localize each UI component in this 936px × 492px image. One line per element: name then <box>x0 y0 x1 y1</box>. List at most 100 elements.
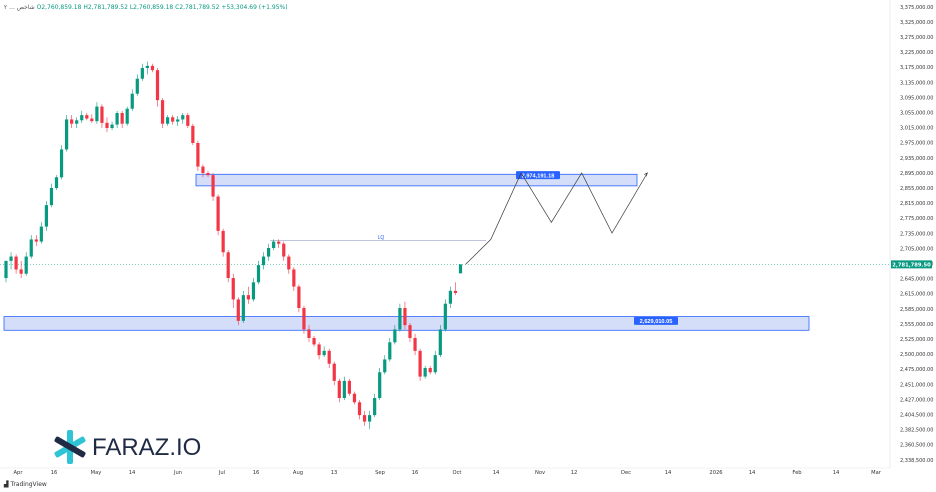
annotation-lines-layer: LQ <box>0 172 890 265</box>
candle-body <box>322 350 326 356</box>
price-tick-label: 2,475,000.00 <box>900 367 933 373</box>
time-tick-label: 14 <box>833 470 840 476</box>
time-tick-label: Feb <box>792 470 802 476</box>
candle-body <box>59 149 64 178</box>
candle-body <box>155 70 160 101</box>
price-tick-label: 3,135,000.00 <box>900 80 933 86</box>
time-tick-label: 2026 <box>709 470 722 476</box>
candle-body <box>241 295 245 321</box>
time-tick-label: May <box>91 470 102 476</box>
candle-body <box>115 113 119 125</box>
candle-body <box>171 117 175 122</box>
candles-layer <box>4 61 463 429</box>
time-tick-label: 14 <box>129 470 136 476</box>
candle-body <box>110 124 114 128</box>
candle-body <box>373 398 377 416</box>
time-tick-label: Dec <box>621 470 631 476</box>
price-tick-label: 2,705,000.00 <box>900 246 933 252</box>
asterisk-logo-icon <box>54 430 86 464</box>
candle-body <box>166 117 170 124</box>
price-axis: 3,375,000.00 3,325,000.00 3,275,000.00 3,22… <box>889 0 933 468</box>
price-tick-label: 2,585,000.00 <box>900 307 933 313</box>
candle-body <box>302 308 306 330</box>
candle-body <box>125 108 129 124</box>
time-tick-label: 14 <box>665 470 672 476</box>
price-tick-label: 2,935,000.00 <box>900 156 933 162</box>
candle-body <box>362 415 367 422</box>
candle-body <box>49 188 54 206</box>
time-tick-label: Oct <box>453 470 462 476</box>
tradingview-label: TradingView <box>10 481 47 488</box>
candle-body <box>34 239 38 242</box>
time-tick-label: Sep <box>375 470 385 476</box>
price-tick-label: 2,500,000.00 <box>900 352 933 358</box>
candle-body <box>327 350 331 364</box>
candle-body <box>65 119 69 150</box>
candle-body <box>287 256 291 270</box>
price-tick-label: 3,375,000.00 <box>900 5 933 11</box>
candle-body <box>211 175 215 197</box>
candle-body <box>201 166 205 173</box>
time-tick-label: 14 <box>493 470 500 476</box>
candle-body <box>453 290 458 293</box>
candle-body <box>196 143 200 167</box>
candle-body <box>150 65 155 71</box>
candle-body <box>378 372 382 398</box>
price-tick-label: 2,382,500.00 <box>900 428 933 434</box>
price-tick-label: 2,975,000.00 <box>900 141 933 147</box>
candle-body <box>458 264 463 274</box>
faraz-logo: FARAZ.IO <box>54 430 201 464</box>
candle-body <box>216 196 220 231</box>
candle-body <box>312 338 316 345</box>
candle-body <box>347 380 351 394</box>
candle-body <box>231 278 235 300</box>
projection-path <box>465 172 648 265</box>
price-tick-label: 3,325,000.00 <box>900 20 933 26</box>
candle-body <box>433 355 437 373</box>
last-price-badge <box>891 260 932 269</box>
candle-body <box>90 118 94 122</box>
candle-body <box>307 329 311 338</box>
zone-0 <box>195 173 638 187</box>
candle-body <box>388 342 392 360</box>
candle-body <box>140 68 144 79</box>
price-tick-label: 2,427,000.00 <box>900 397 933 403</box>
price-tick-label: 3,175,000.00 <box>900 65 933 71</box>
candle-body <box>186 115 190 126</box>
candle-body <box>221 230 225 253</box>
time-tick-label: Apr <box>14 470 24 476</box>
time-axis: Apr 16 May 14 Jun Jul 16 Aug 13 Sep 16 Oct 14 Nov 12 De… <box>0 467 890 476</box>
candle-body <box>317 344 321 356</box>
candle-body <box>357 402 362 416</box>
time-tick-label: Jun <box>173 470 182 476</box>
candle-body <box>75 120 79 124</box>
candle-body <box>297 286 301 308</box>
candle-body <box>292 269 296 287</box>
candle-body <box>39 226 43 242</box>
candle-body <box>448 290 452 304</box>
candle-body <box>135 78 139 94</box>
candle-body <box>160 100 165 124</box>
candle-body <box>246 295 250 300</box>
price-tick-label: 2,815,000.00 <box>900 201 933 207</box>
candle-body <box>206 173 210 176</box>
candle-body <box>282 243 286 257</box>
time-tick-label: Aug <box>293 470 303 476</box>
candle-body <box>413 338 417 351</box>
candle-body <box>251 282 256 300</box>
candle-body <box>19 269 23 274</box>
candle-body <box>438 329 442 356</box>
zone-label-1: 2,629,010.05 <box>640 319 673 325</box>
price-tick-label: 2,404,500.00 <box>900 413 933 419</box>
last-price-label: 2,781,789.50 <box>892 262 931 268</box>
time-tick-label: 14 <box>749 470 756 476</box>
price-tick-label: 2,555,000.00 <box>900 322 933 328</box>
candle-body <box>95 106 99 122</box>
candle-body <box>191 125 195 143</box>
price-tick-label: 2,360,500.00 <box>900 443 933 449</box>
candle-body <box>181 115 185 120</box>
candle-body <box>383 359 387 373</box>
projection-arrowhead <box>644 172 648 177</box>
candle-body <box>236 299 240 321</box>
